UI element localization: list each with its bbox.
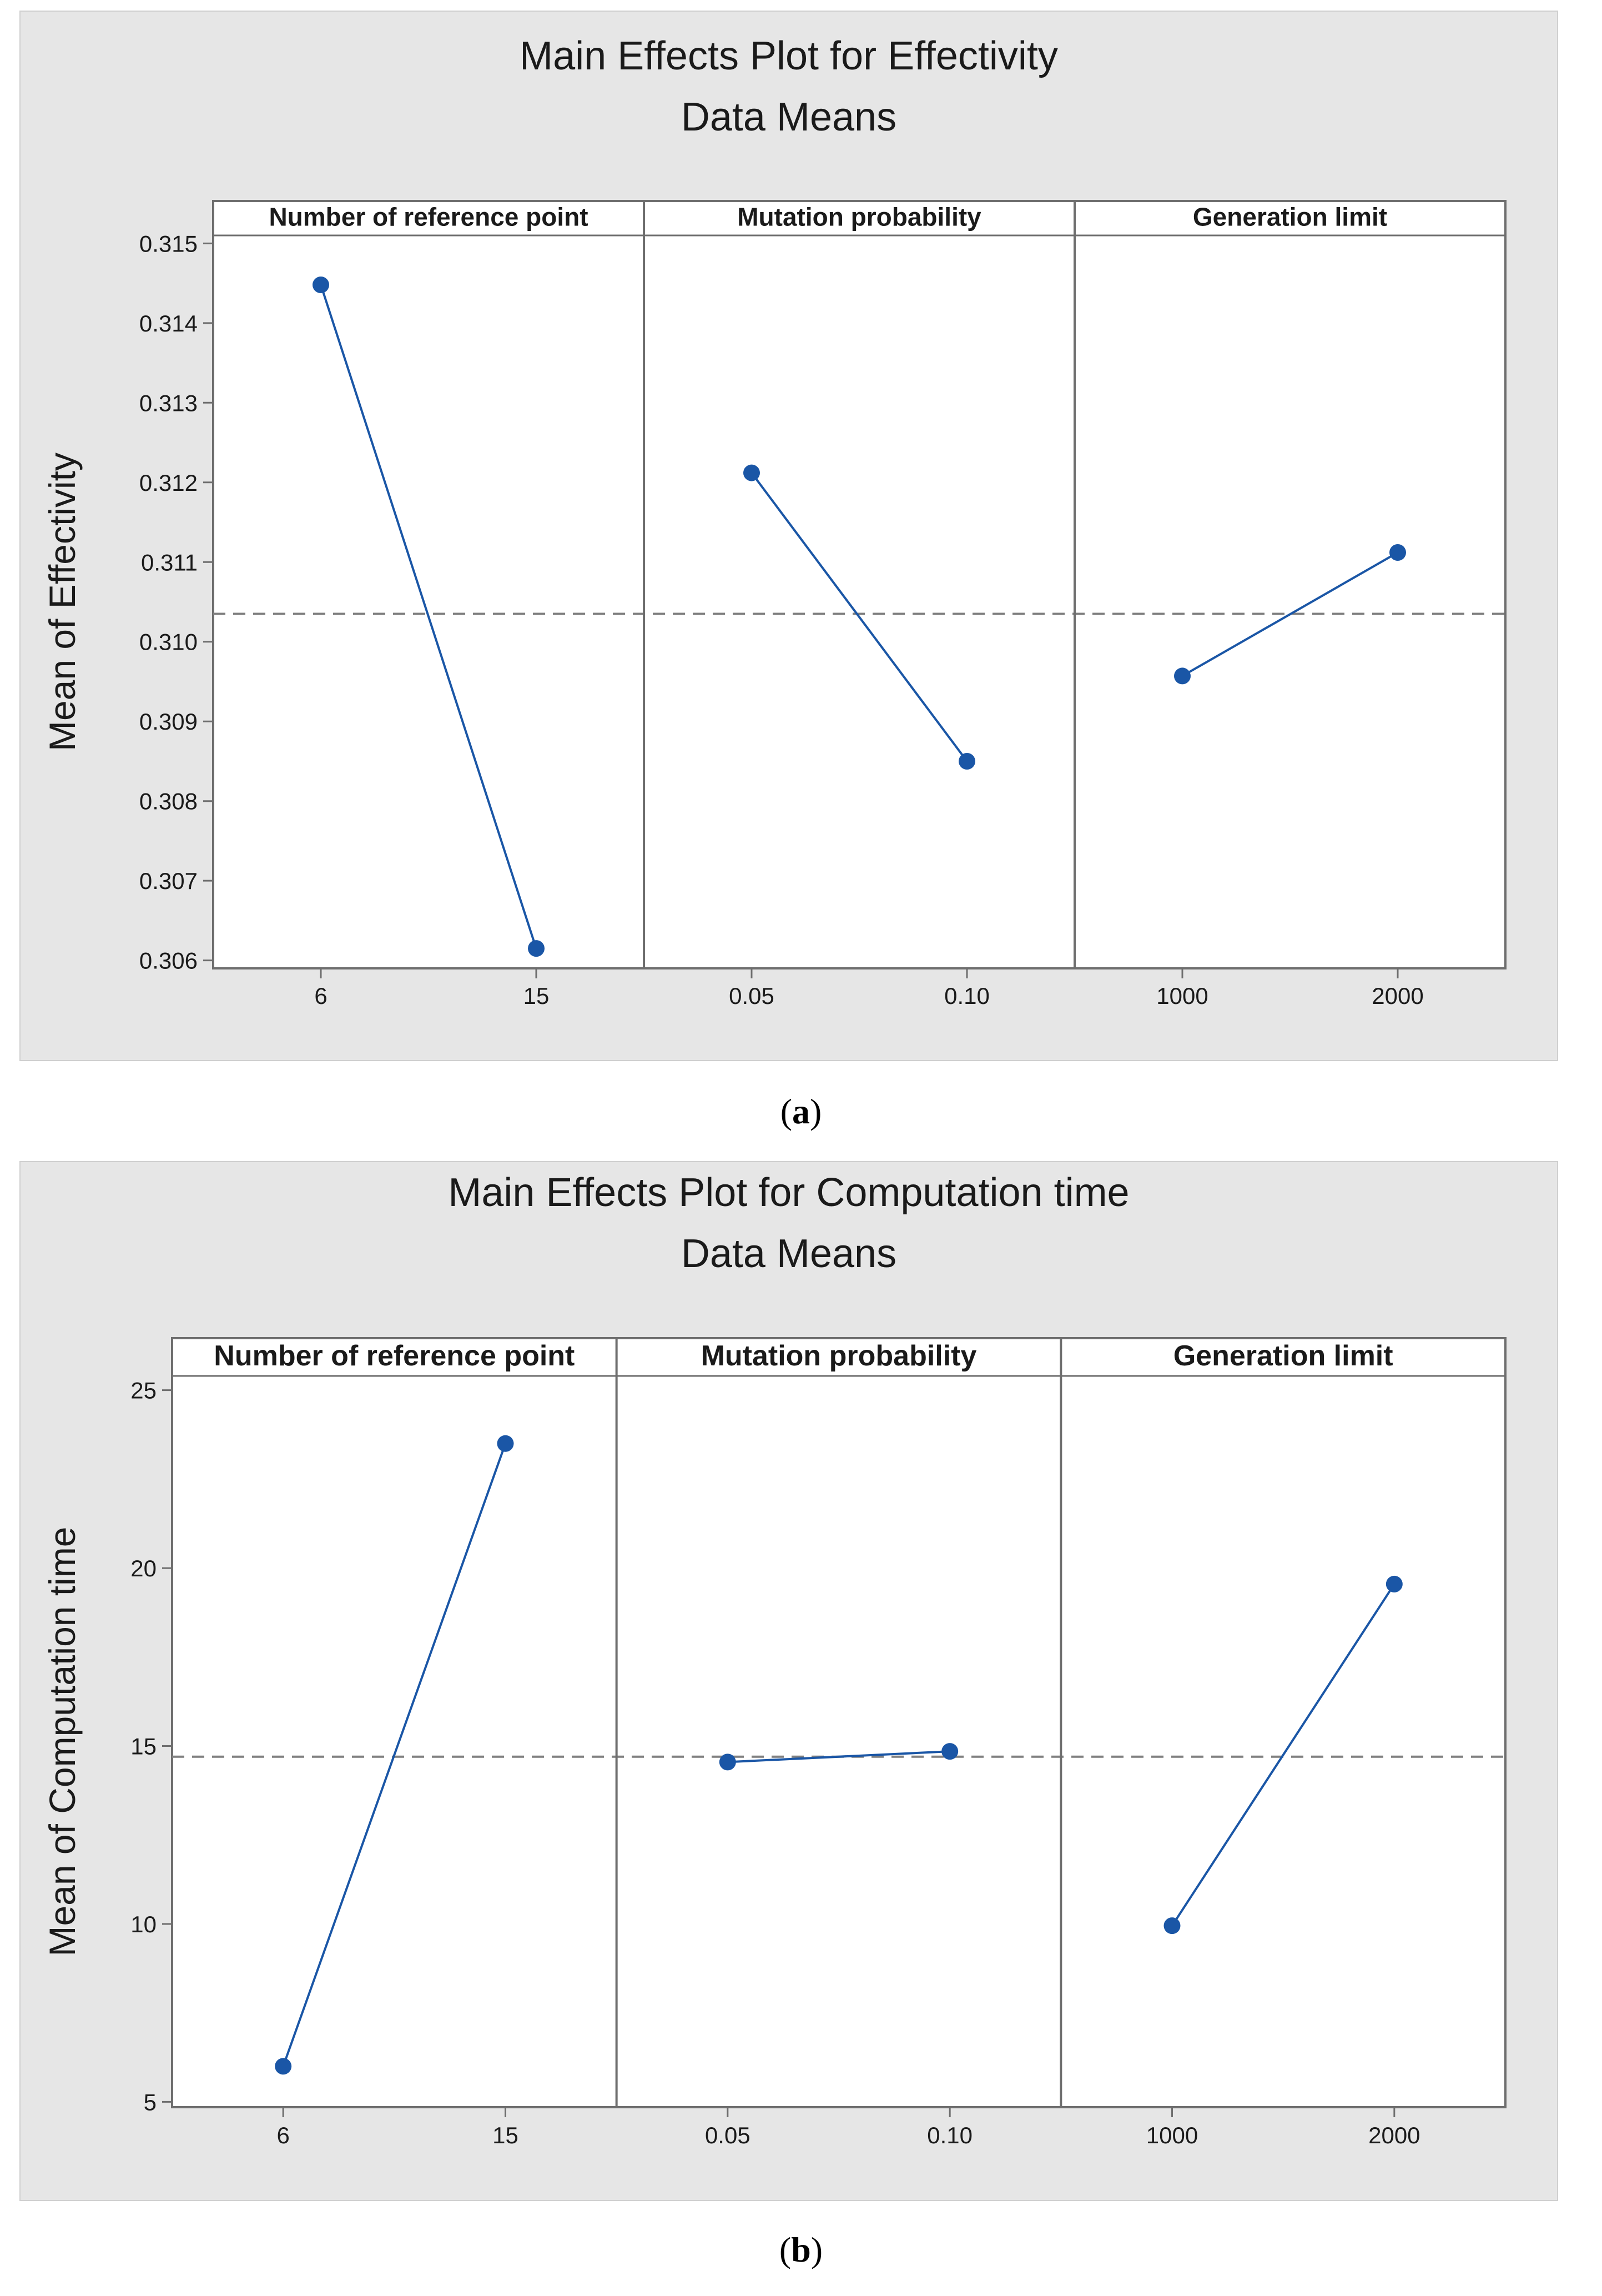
chart-a-subtitle: Data Means — [681, 95, 896, 139]
chart-b-y-tick-label: 10 — [130, 1911, 157, 1937]
chart-a-y-tick-label: 0.312 — [139, 470, 198, 496]
chart-b-facet-header: Generation limit — [1173, 1340, 1393, 1372]
chart-a-facet-header: Number of reference point — [269, 203, 588, 232]
chart-b-effect-line — [727, 1750, 950, 1764]
chart-b-data-point — [941, 1743, 959, 1760]
chart-b-subtitle: Data Means — [681, 1232, 896, 1276]
chart-a-y-tick-label: 0.315 — [139, 230, 198, 257]
chart-b-y-tick-label: 20 — [130, 1555, 157, 1581]
chart-a-title: Main Effects Plot for Effectivity — [520, 34, 1058, 78]
chart-a-data-point — [1389, 544, 1406, 561]
chart-a-data-point — [1174, 667, 1191, 685]
chart-a-y-tick-label: 0.311 — [141, 549, 198, 575]
chart-a-y-tick-label: 0.314 — [139, 310, 198, 336]
caption-a: (a) — [780, 1092, 822, 1131]
caption-a-label: a — [792, 1092, 810, 1131]
chart-b-y-axis-label: Mean of Computation time — [42, 1526, 83, 1956]
chart-b-x-tick-label: 2000 — [1368, 2122, 1420, 2148]
chart-a-effect-line — [750, 472, 968, 762]
chart-b-x-tick-label: 6 — [276, 2122, 289, 2148]
chart-a-y-tick-label: 0.307 — [139, 868, 198, 894]
chart-a-x-tick-label: 2000 — [1372, 983, 1423, 1009]
chart-a-data-point — [313, 276, 329, 293]
chart-a-data-point — [743, 464, 760, 481]
chart-b-effect-line — [282, 1443, 507, 2067]
chart-a-y-tick-label: 0.309 — [139, 709, 198, 735]
chart-b-data-point — [1163, 1917, 1181, 1935]
chart-a-data-point — [528, 940, 545, 957]
chart-a-y-tick-label: 0.306 — [139, 948, 198, 974]
chart-b-x-tick-label: 0.10 — [927, 2122, 973, 2148]
chart-b-x-tick-label: 0.05 — [705, 2122, 750, 2148]
chart-a-x-tick-label: 0.05 — [729, 983, 774, 1009]
chart-a-y-axis-label: Mean of Effectivity — [42, 453, 83, 751]
chart-a-plot-area — [212, 200, 1507, 969]
chart-b-data-point — [275, 2058, 292, 2075]
chart-b-title: Main Effects Plot for Computation time — [448, 1170, 1129, 1215]
caption-b: (b) — [779, 2230, 823, 2269]
chart-a-x-tick-label: 1000 — [1156, 983, 1208, 1009]
chart-a-data-point — [959, 752, 975, 770]
chart-b-data-point — [719, 1754, 736, 1771]
chart-b-facet-header: Number of reference point — [214, 1340, 575, 1372]
chart-a-y-tick-label: 0.308 — [139, 788, 198, 815]
chart-b-x-tick-label: 15 — [492, 2122, 518, 2148]
chart-b-facet-header: Mutation probability — [701, 1340, 977, 1372]
chart-a-effect-line — [320, 284, 537, 949]
chart-b-x-tick-label: 1000 — [1146, 2122, 1198, 2148]
chart-a-y-tick-label: 0.310 — [139, 629, 198, 655]
caption-b-label: b — [791, 2230, 811, 2269]
chart-b-effect-line — [1171, 1583, 1396, 1927]
chart-b-y-tick-label: 15 — [130, 1734, 157, 1760]
chart-a-x-tick-label: 15 — [523, 983, 550, 1009]
chart-b-data-point — [1386, 1575, 1403, 1592]
chart-a-y-tick-label: 0.313 — [139, 390, 198, 416]
chart-b-y-tick-label: 25 — [130, 1378, 157, 1404]
chart-b-plot-area — [171, 1337, 1507, 2108]
chart-a-x-tick-label: 6 — [314, 983, 327, 1009]
chart-a-facet-header: Generation limit — [1193, 203, 1387, 232]
chart-b-data-point — [497, 1435, 514, 1452]
chart-a-x-tick-label: 0.10 — [944, 983, 990, 1009]
chart-a-facet-header: Mutation probability — [737, 203, 981, 232]
chart-b-y-tick-label: 5 — [144, 2089, 157, 2115]
chart-a-effect-line — [1182, 551, 1398, 677]
